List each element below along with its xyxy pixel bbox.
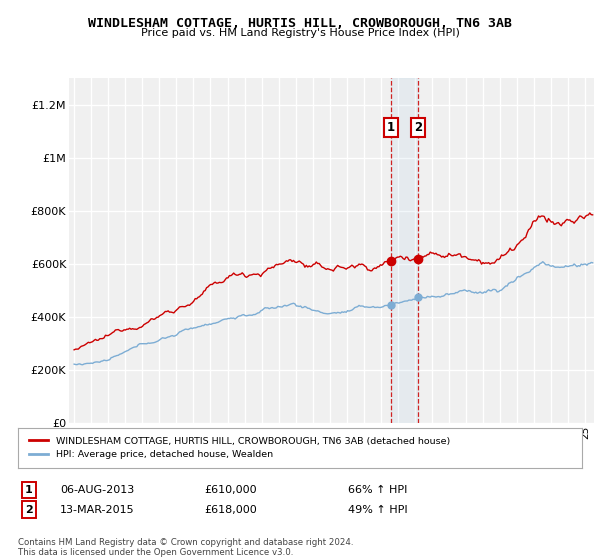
Text: £618,000: £618,000 xyxy=(204,505,257,515)
Text: 13-MAR-2015: 13-MAR-2015 xyxy=(60,505,134,515)
Text: WINDLESHAM COTTAGE, HURTIS HILL, CROWBOROUGH, TN6 3AB: WINDLESHAM COTTAGE, HURTIS HILL, CROWBOR… xyxy=(88,17,512,30)
Text: 2: 2 xyxy=(25,505,32,515)
Text: 06-AUG-2013: 06-AUG-2013 xyxy=(60,485,134,495)
Text: 1: 1 xyxy=(25,485,32,495)
Text: 2: 2 xyxy=(414,120,422,134)
Text: Contains HM Land Registry data © Crown copyright and database right 2024.
This d: Contains HM Land Registry data © Crown c… xyxy=(18,538,353,557)
Text: 1: 1 xyxy=(387,120,395,134)
Text: 49% ↑ HPI: 49% ↑ HPI xyxy=(348,505,407,515)
Bar xyxy=(391,78,418,423)
Text: 66% ↑ HPI: 66% ↑ HPI xyxy=(348,485,407,495)
Text: £610,000: £610,000 xyxy=(204,485,257,495)
Legend: WINDLESHAM COTTAGE, HURTIS HILL, CROWBOROUGH, TN6 3AB (detached house), HPI: Ave: WINDLESHAM COTTAGE, HURTIS HILL, CROWBOR… xyxy=(26,433,454,463)
Text: Price paid vs. HM Land Registry's House Price Index (HPI): Price paid vs. HM Land Registry's House … xyxy=(140,28,460,38)
